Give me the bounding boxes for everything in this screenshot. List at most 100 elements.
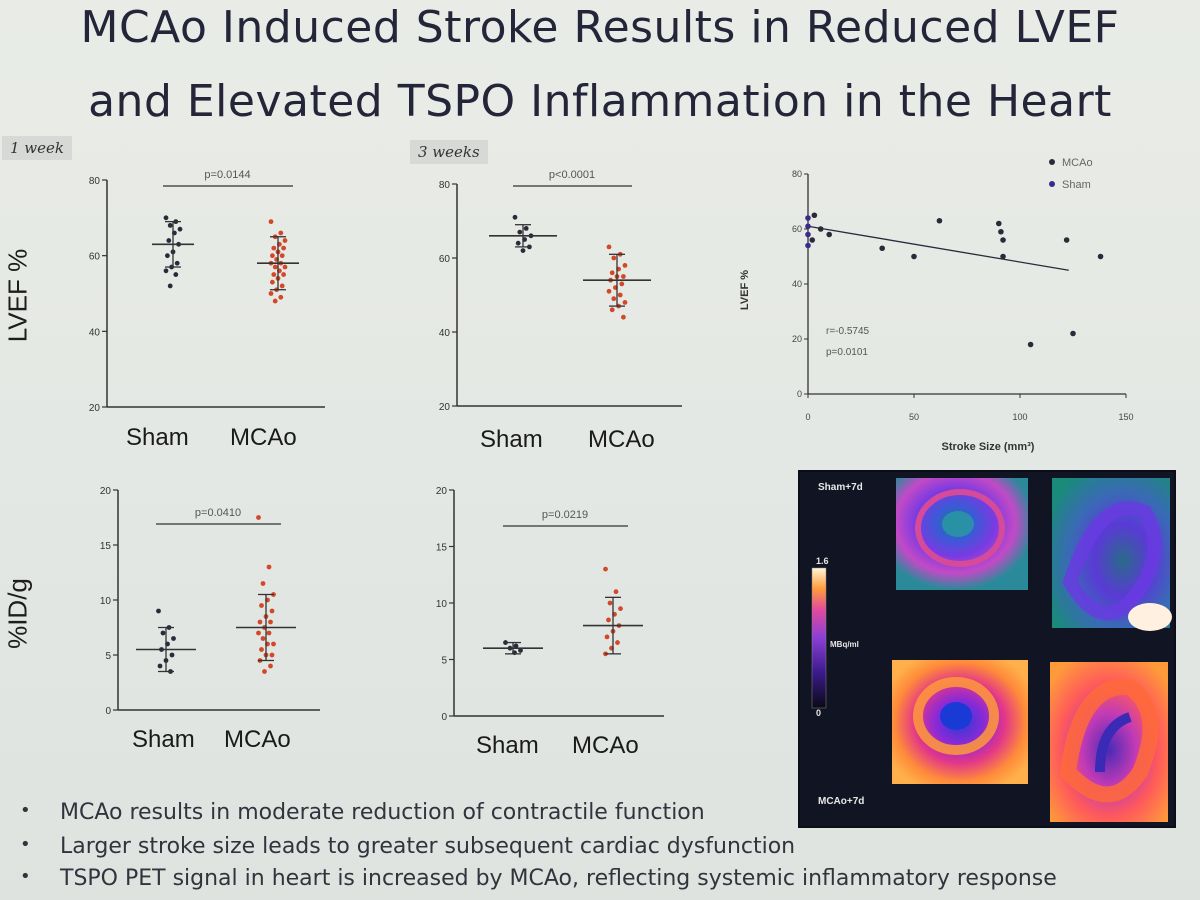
lvef-stroke-size-chart: 0 20 40 60 80 0 50 100 150 Stroke Size (mm³) LVEF … xyxy=(739,157,1134,453)
correlation-p-label: p=0.0101 xyxy=(826,347,868,358)
tspo-3weeks-chart: 0 5 10 15 20 p=0.0219 xyxy=(436,486,664,723)
lvef-row-label: LVEF % xyxy=(2,248,33,343)
data-point xyxy=(259,647,264,652)
data-point xyxy=(278,230,284,236)
data-point xyxy=(809,237,816,243)
data-point xyxy=(998,228,1004,235)
data-point xyxy=(911,253,917,260)
x-tick-label: 100 xyxy=(1012,412,1027,422)
data-point xyxy=(1070,330,1076,337)
y-tick-label: 20 xyxy=(436,486,448,497)
data-point xyxy=(272,298,278,304)
y-tick-label: 80 xyxy=(89,176,101,187)
data-point xyxy=(256,630,261,636)
data-point xyxy=(272,264,278,270)
x-tick-label: 0 xyxy=(805,412,810,422)
data-point xyxy=(621,314,626,320)
lvef-3weeks-mcao-label: MCAo xyxy=(588,426,655,453)
data-point xyxy=(270,253,275,259)
y-tick-label: 5 xyxy=(441,656,447,667)
y-tick-label: 40 xyxy=(792,279,802,289)
week1-tag: 1 week xyxy=(2,136,72,160)
data-point xyxy=(805,231,811,238)
y-tick-label: 20 xyxy=(89,403,101,414)
data-point xyxy=(606,617,611,623)
pet-image-panel: Sham+7d MCAo+7d 1.6 MBq/ml 0 xyxy=(798,470,1176,828)
data-point xyxy=(1000,253,1006,260)
p-value-label: p=0.0144 xyxy=(204,169,250,181)
data-point xyxy=(621,274,626,279)
x-tick-label: 50 xyxy=(909,412,919,422)
data-point xyxy=(266,564,272,570)
legend-label: Sham xyxy=(1062,179,1091,191)
p-value-label: p=0.0410 xyxy=(195,507,241,519)
data-point xyxy=(817,226,824,232)
data-point xyxy=(604,634,610,640)
pet-heart-images xyxy=(811,478,1172,822)
data-point xyxy=(1027,341,1034,348)
data-point xyxy=(157,663,163,669)
data-point xyxy=(523,226,529,231)
tspo-row-label: %ID/g xyxy=(2,578,33,649)
y-tick-label: 0 xyxy=(105,706,111,717)
data-point xyxy=(805,242,811,249)
tspo-3weeks-sham-label: Sham xyxy=(476,732,539,759)
data-point xyxy=(613,589,619,595)
lvef-3weeks-sham-label: Sham xyxy=(480,426,543,453)
data-point xyxy=(165,253,170,259)
data-point xyxy=(622,263,628,268)
data-point xyxy=(513,643,519,649)
tspo-3weeks-mcao-label: MCAo xyxy=(572,732,639,759)
data-point xyxy=(826,231,832,238)
data-point xyxy=(173,272,179,277)
data-point xyxy=(1000,237,1006,243)
legend-marker xyxy=(1049,181,1055,187)
tspo-1week-mcao-label: MCAo xyxy=(224,726,291,753)
data-point xyxy=(271,272,277,277)
pet-sham-label: Sham+7d xyxy=(818,482,863,493)
legend-label: MCAo xyxy=(1062,157,1093,169)
data-point xyxy=(622,300,628,305)
data-point xyxy=(609,307,615,313)
pet-scale-min: 0 xyxy=(816,708,822,718)
correlation-r-label: r=-0.5745 xyxy=(826,326,870,337)
data-point xyxy=(996,220,1002,227)
y-tick-label: 60 xyxy=(89,252,101,263)
y-tick-label: 40 xyxy=(89,327,101,338)
data-point xyxy=(279,283,285,289)
regression-line xyxy=(807,225,1069,271)
slide-title-line-2: and Elevated TSPO Inflammation in the He… xyxy=(88,76,1112,127)
data-point xyxy=(615,640,620,645)
data-point xyxy=(268,219,274,225)
legend-marker xyxy=(1049,159,1055,165)
data-point xyxy=(618,606,623,612)
data-point xyxy=(617,292,623,298)
y-tick-label: 20 xyxy=(439,402,451,413)
y-tick-label: 80 xyxy=(439,180,451,191)
x-tick-label: 150 xyxy=(1118,412,1133,422)
y-tick-label: 10 xyxy=(100,596,112,607)
y-tick-label: 60 xyxy=(439,254,451,265)
data-point xyxy=(259,603,264,608)
data-point xyxy=(167,223,173,228)
data-point xyxy=(269,608,275,614)
data-point xyxy=(177,226,183,232)
data-point xyxy=(609,270,615,276)
bullet-dot-icon: • xyxy=(20,866,31,887)
data-point xyxy=(257,619,263,625)
pet-scale-unit: MBq/ml xyxy=(830,640,859,649)
data-point xyxy=(281,245,286,251)
data-point xyxy=(603,566,608,572)
data-point xyxy=(811,212,818,219)
bullet-dot-icon: • xyxy=(20,800,31,821)
p-value-label: p=0.0219 xyxy=(542,509,588,521)
pet-scale-max: 1.6 xyxy=(816,556,829,566)
tspo-1week-chart: 0 5 10 15 20 p=0.0410 xyxy=(100,486,320,717)
data-point xyxy=(271,641,276,647)
data-point xyxy=(169,652,175,658)
slide-title-line-1: MCAo Induced Stroke Results in Reduced L… xyxy=(80,2,1120,53)
data-point xyxy=(611,296,617,302)
pet-mcao-label: MCAo+7d xyxy=(818,796,865,807)
data-point xyxy=(515,240,521,246)
data-point xyxy=(936,217,943,224)
